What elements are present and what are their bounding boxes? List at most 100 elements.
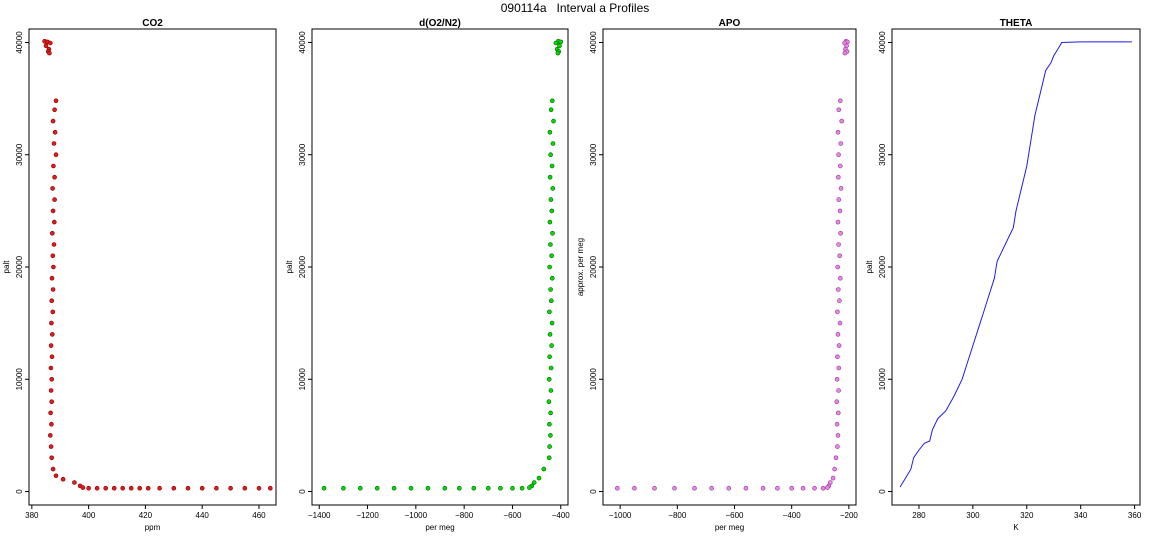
co2-xlabel: ppm xyxy=(145,523,161,532)
co2-data-point xyxy=(49,298,55,304)
co2-data-point xyxy=(53,473,59,479)
co2-ytick-label: 30000 xyxy=(15,143,24,166)
o2n2-data-point xyxy=(546,455,552,461)
o2n2-data-point xyxy=(548,365,554,371)
o2n2-data-point xyxy=(551,118,556,124)
co2-ytick-label: 0 xyxy=(15,489,24,494)
theta-xtick-label: 340 xyxy=(1074,511,1088,520)
apo-panel: APO −1000 −800 −600 −400 −200 0 10000 20000 30000… xyxy=(576,18,858,532)
o2n2-data-point xyxy=(498,485,503,491)
co2-data-point xyxy=(51,242,57,247)
apo-data-point xyxy=(833,455,839,461)
o2n2-data-point xyxy=(555,50,561,56)
o2n2-data-point xyxy=(471,485,477,491)
theta-panel: THETA 280 300 320 340 360 0 10000 20000 30000 4000… xyxy=(865,18,1142,532)
co2-data-point xyxy=(256,485,262,491)
o2n2-data-point xyxy=(547,174,553,180)
co2-data-point xyxy=(80,485,86,490)
apo-data-point xyxy=(832,466,837,472)
o2n2-data-point xyxy=(549,343,554,348)
o2n2-data-point xyxy=(549,163,555,169)
apo-data-point xyxy=(838,231,843,236)
apo-data-point xyxy=(836,365,842,371)
o2n2-data-point xyxy=(547,130,553,135)
co2-data-point xyxy=(185,485,191,491)
co2-data-point xyxy=(50,118,56,124)
apo-data-point xyxy=(834,376,840,382)
apo-xtick-label: −800 xyxy=(668,511,687,520)
apo-xlabel: per meg xyxy=(715,523,744,532)
co2-data-point xyxy=(52,174,57,180)
co2-plot-frame xyxy=(28,28,277,506)
theta-ylabel: palt xyxy=(865,260,874,274)
apo-data-point xyxy=(837,163,843,169)
co2-data-point xyxy=(48,444,54,449)
co2-data-point xyxy=(111,485,117,491)
o2n2-data-point xyxy=(548,433,553,438)
figure-title: 090114a Interval a Profiles xyxy=(500,1,650,15)
o2n2-data-point xyxy=(541,466,547,472)
co2-title: CO2 xyxy=(142,18,163,29)
theta-xtick-label: 320 xyxy=(1020,511,1034,520)
co2-data-point xyxy=(49,332,55,337)
co2-data-point xyxy=(267,485,273,491)
apo-xtick-label: −1000 xyxy=(609,511,632,520)
co2-ylabel: palt xyxy=(2,260,11,274)
o2n2-data-point xyxy=(557,43,562,49)
o2n2-data-point xyxy=(548,388,554,393)
theta-series-line xyxy=(899,41,1132,488)
co2-data-point xyxy=(60,476,66,482)
co2-data-point xyxy=(128,485,134,491)
o2n2-xtick-label: −800 xyxy=(455,511,474,520)
o2n2-data-point xyxy=(425,485,431,491)
co2-data-point xyxy=(94,485,100,491)
co2-ytick-label: 40000 xyxy=(15,31,24,54)
o2n2-xtick-label: −1000 xyxy=(405,511,428,520)
o2n2-data-point xyxy=(321,485,327,491)
o2n2-data-point xyxy=(548,107,554,113)
apo-data-point xyxy=(672,485,677,491)
o2n2-data-point xyxy=(548,242,553,247)
co2-data-point xyxy=(49,455,55,461)
o2n2-data-point xyxy=(485,485,491,491)
apo-ytick-label: 30000 xyxy=(589,143,598,166)
o2n2-data-point xyxy=(548,152,553,157)
apo-data-point xyxy=(800,485,806,491)
co2-data-point xyxy=(49,231,55,236)
co2-data-point xyxy=(137,485,142,491)
apo-xtick-label: −200 xyxy=(840,511,859,520)
apo-ytick-label: 10000 xyxy=(589,368,598,391)
o2n2-data-point xyxy=(548,197,554,202)
co2-data-point xyxy=(50,208,56,214)
o2n2-data-point xyxy=(548,298,554,304)
apo-data-point xyxy=(835,264,841,270)
o2n2-xtick-label: −600 xyxy=(503,511,522,520)
co2-data-point xyxy=(48,343,54,348)
o2n2-data-point xyxy=(548,410,553,416)
o2n2-ytick-label: 30000 xyxy=(298,143,307,166)
o2n2-plot-frame xyxy=(311,28,569,506)
apo-data-point xyxy=(834,399,840,405)
apo-data-point xyxy=(835,332,841,337)
theta-title: THETA xyxy=(1000,18,1033,29)
o2n2-data-point xyxy=(550,231,555,236)
o2n2-title: d(O2/N2) xyxy=(419,18,461,29)
co2-data-point xyxy=(47,50,52,56)
co2-xtick-label: 400 xyxy=(82,511,96,520)
co2-data-point xyxy=(228,485,233,491)
apo-ylabel: approx. per meg xyxy=(576,238,585,296)
co2-data-point xyxy=(86,485,91,491)
o2n2-data-point xyxy=(547,309,552,315)
apo-data-point xyxy=(726,485,732,491)
apo-data-point xyxy=(837,98,843,104)
co2-data-point xyxy=(199,485,205,491)
apo-ytick-label: 0 xyxy=(589,489,598,494)
apo-data-point xyxy=(835,219,841,225)
co2-data-point xyxy=(48,388,54,393)
apo-data-point xyxy=(835,174,841,180)
apo-data-point xyxy=(839,118,845,124)
co2-data-point xyxy=(214,485,219,491)
apo-data-point xyxy=(835,354,840,360)
o2n2-data-point xyxy=(553,40,559,46)
o2n2-data-point xyxy=(547,332,553,337)
